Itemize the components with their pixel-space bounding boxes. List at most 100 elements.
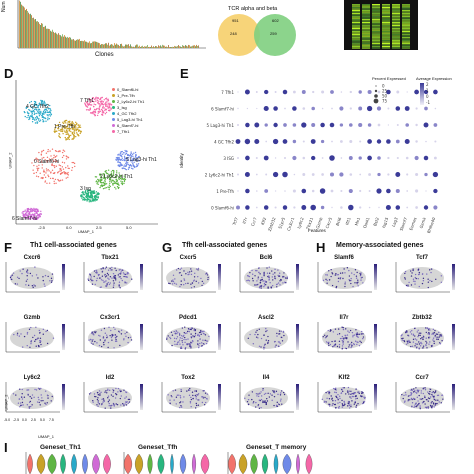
heat-cell: [372, 29, 380, 31]
expr-point: [190, 268, 192, 270]
umap-point: [72, 161, 75, 164]
expr-point: [278, 333, 280, 335]
expr-point: [108, 399, 111, 401]
expr-point: [170, 395, 172, 397]
legend-avg-title: Average Expression: [416, 76, 452, 81]
clone-bar: [41, 23, 42, 48]
umap-point: [77, 127, 79, 129]
expr-point: [260, 407, 262, 409]
umap-point: [39, 214, 41, 216]
clone-bar: [64, 35, 65, 48]
clone-bar: [78, 39, 79, 48]
clone-bar: [40, 25, 41, 48]
expr-point: [425, 337, 427, 339]
clone-bar: [44, 26, 45, 48]
expr-point: [123, 339, 125, 341]
legend-pct-title: Percent Expressed: [372, 76, 406, 81]
expr-point: [35, 274, 38, 276]
dot-mark: [236, 123, 240, 127]
expr-point: [354, 400, 356, 403]
dot-feature-label: Tcf7: [231, 216, 239, 227]
expr-point: [403, 394, 405, 397]
umap-point: [57, 128, 59, 130]
umap-point: [95, 100, 97, 102]
expr-point: [353, 403, 355, 405]
umap-point: [135, 160, 137, 162]
dot-mark: [292, 139, 297, 144]
expr-point: [415, 391, 417, 393]
dot-mark: [321, 90, 325, 94]
umap-point: [99, 105, 101, 108]
expr-point: [46, 329, 49, 332]
expr-point: [205, 397, 208, 400]
umap-point: [124, 178, 127, 181]
umap-point: [73, 131, 75, 133]
expr-point: [274, 272, 276, 274]
umap-point: [115, 188, 117, 190]
heat-cell: [382, 40, 390, 42]
expr-point: [257, 395, 260, 398]
umap-cluster-plot: UMAP_2 UMAP_1 -2.5 0.0 2.5 5.0 4 GC Tfh2…: [8, 78, 160, 234]
umap-point: [69, 120, 71, 122]
dot-mark: [406, 206, 409, 209]
umap-cloud: [244, 327, 288, 349]
pct-legend-dot: [373, 98, 379, 104]
expr-point: [91, 332, 93, 335]
expr-point: [94, 340, 96, 343]
umap-point: [28, 112, 30, 115]
expr-point: [419, 407, 421, 410]
expr-point: [361, 330, 363, 333]
expr-point: [175, 283, 178, 285]
umap-point: [95, 180, 98, 182]
expr-point: [419, 406, 421, 409]
expr-point: [98, 403, 101, 405]
heat-cell: [352, 37, 360, 39]
umap-point: [46, 170, 48, 172]
umap-point: [43, 120, 45, 123]
umap-point: [35, 158, 37, 160]
expr-point: [95, 279, 98, 282]
expr-point: [28, 407, 31, 409]
expr-point: [26, 331, 29, 334]
expr-point: [112, 280, 115, 282]
clone-bar: [55, 32, 56, 48]
dot-feature-label: Ifit1: [344, 216, 352, 225]
umap-point: [83, 197, 86, 199]
expr-point: [276, 401, 278, 404]
umap-point: [86, 106, 89, 108]
clone-bar: [27, 10, 28, 48]
umap-point: [108, 186, 110, 189]
dot-mark: [256, 107, 258, 110]
umap-point: [26, 211, 28, 214]
umap-point: [87, 193, 89, 196]
expr-point: [428, 397, 431, 400]
legend-entry: 2_Ly6c2-hi Th1: [112, 98, 172, 104]
expr-point: [205, 342, 208, 345]
expr-point: [414, 273, 417, 276]
umap-point: [111, 169, 114, 172]
expr-point: [352, 392, 354, 395]
heat-cell: [352, 10, 360, 12]
expr-point: [99, 339, 102, 341]
expr-point: [435, 278, 437, 281]
umap-point: [131, 153, 134, 156]
expr-point: [96, 277, 98, 280]
umap-point: [60, 170, 63, 172]
heat-cell: [352, 20, 360, 22]
umap-point: [101, 182, 103, 184]
dot-mark: [368, 190, 371, 192]
expr-point: [171, 283, 174, 285]
dot-mark: [331, 206, 333, 209]
umap-point: [73, 162, 76, 165]
clone-bar: [106, 43, 107, 48]
expr-point: [32, 336, 34, 339]
expr-point: [357, 403, 359, 405]
umap-point: [135, 153, 137, 156]
violin-shape: [261, 453, 269, 474]
expr-point: [252, 343, 255, 345]
clone-bar: [86, 41, 87, 48]
umap-point: [126, 156, 129, 159]
expr-point: [31, 404, 33, 406]
umap-point: [85, 195, 87, 198]
expr-point: [180, 388, 182, 391]
